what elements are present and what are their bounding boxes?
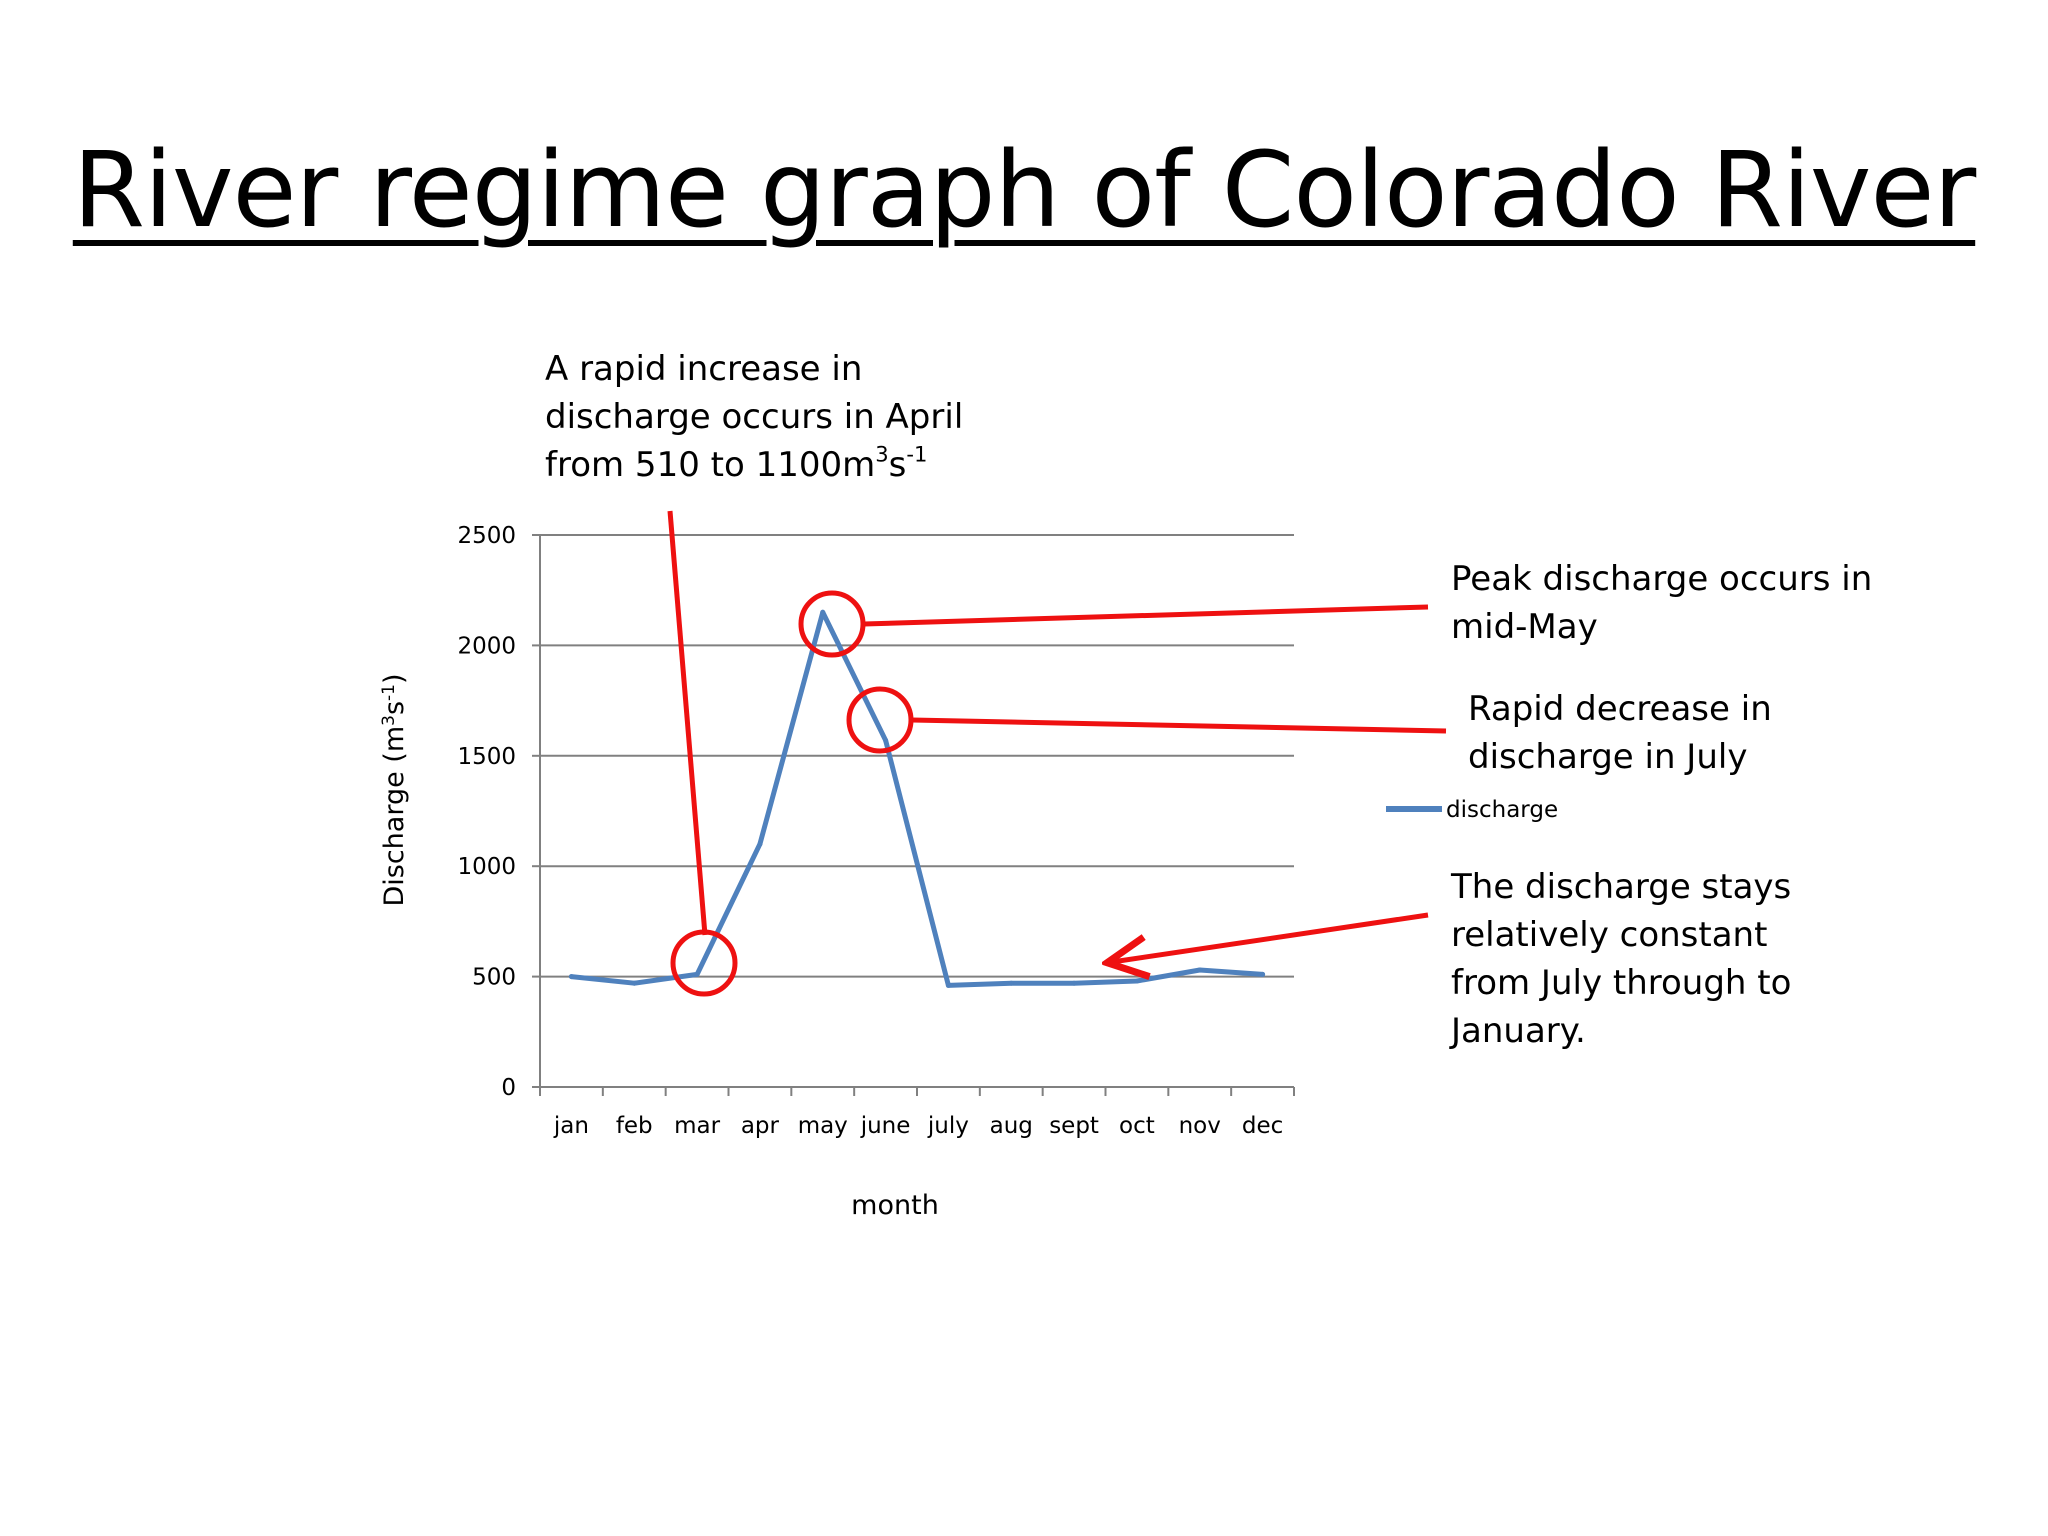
data-point-dec xyxy=(1260,971,1266,977)
x-tick-label-feb: feb xyxy=(616,1113,653,1139)
legend-label-discharge: discharge xyxy=(1446,797,1558,823)
x-tick-label-apr: apr xyxy=(741,1113,780,1139)
y-axis-title-sup-3: 3 xyxy=(379,715,399,726)
series-discharge xyxy=(568,609,1266,988)
annotation-marks xyxy=(667,510,1447,997)
annotation-april-sup-3: 3 xyxy=(875,441,889,467)
peak-pointer-line xyxy=(863,604,1429,627)
data-point-feb xyxy=(631,980,637,986)
y-axis-title-suffix: ) xyxy=(379,673,410,684)
peak-highlight-circle xyxy=(798,590,866,658)
annotation-decrease-line-1: Rapid decrease in xyxy=(1468,689,1772,729)
annotation-peak-discharge: Peak discharge occurs in mid-May xyxy=(1451,555,1872,651)
x-tick-label-mar: mar xyxy=(674,1113,720,1139)
data-point-apr xyxy=(757,841,763,847)
annotation-rapid-decrease: Rapid decrease in discharge in July xyxy=(1468,685,1772,781)
x-tick-label-dec: dec xyxy=(1242,1113,1283,1139)
y-tick-label-1000: 1000 xyxy=(457,854,516,880)
data-point-oct xyxy=(1134,978,1140,984)
gridlines xyxy=(532,534,1295,1096)
x-tick-label-june: june xyxy=(860,1113,911,1139)
series-line-discharge xyxy=(568,609,1266,988)
y-axis-title-prefix: Discharge (m xyxy=(379,726,410,907)
y-tick-label-1500: 1500 xyxy=(457,744,516,770)
annotation-april-line-2: discharge occurs in April xyxy=(545,397,964,437)
slide-title: River regime graph of Colorado River xyxy=(0,130,2048,250)
data-point-june xyxy=(883,737,889,743)
april-pointer-line xyxy=(667,510,708,936)
y-tick-label-2000: 2000 xyxy=(457,633,516,659)
constant-arrow-line xyxy=(1112,912,1429,962)
annotation-april-line-3-text: from 510 to 1100m xyxy=(545,445,876,485)
annotation-constant-line-4: January. xyxy=(1451,1011,1586,1051)
annotation-april-line-3: from 510 to 1100m3s-1 xyxy=(545,441,963,489)
x-tick-label-may: may xyxy=(798,1113,848,1139)
decrease-highlight-circle xyxy=(846,686,914,754)
y-tick-labels: 0 500 1000 1500 2000 2500 xyxy=(457,523,516,1101)
data-point-aug xyxy=(1008,980,1014,986)
data-point-sept xyxy=(1071,980,1077,986)
y-axis-title-s: s xyxy=(379,701,410,715)
april-highlight-circle xyxy=(670,929,738,997)
data-point-july xyxy=(945,982,951,988)
y-tick-label-2500: 2500 xyxy=(457,523,516,549)
annotation-april-sup-minus1: -1 xyxy=(906,441,928,467)
x-tick-labels: jan feb mar apr may june july aug sept oct nov dec xyxy=(553,1113,1283,1139)
y-tick-label-500: 500 xyxy=(472,965,516,991)
annotation-decrease-line-2: discharge in July xyxy=(1468,737,1748,777)
annotation-constant-line-2: relatively constant xyxy=(1451,915,1768,955)
data-point-may xyxy=(820,609,826,615)
y-axis-title-sup-minus1: -1 xyxy=(379,684,399,701)
annotation-april-increase: A rapid increase in discharge occurs in … xyxy=(545,345,963,489)
data-point-jan xyxy=(568,974,574,980)
annotation-april-line-1: A rapid increase in xyxy=(545,349,863,389)
y-axis-title: Discharge (m3s-1) xyxy=(379,673,410,906)
x-axis-title: month xyxy=(851,1190,939,1221)
y-tick-label-0: 0 xyxy=(501,1075,516,1101)
decrease-pointer-line xyxy=(911,717,1447,734)
x-tick-label-nov: nov xyxy=(1179,1113,1221,1139)
slide-title-text: River regime graph of Colorado River xyxy=(72,129,1976,251)
data-point-nov xyxy=(1197,967,1203,973)
x-tick-label-jan: jan xyxy=(553,1113,589,1139)
annotation-peak-line-1: Peak discharge occurs in xyxy=(1451,559,1873,599)
x-tick-label-july: july xyxy=(927,1113,969,1139)
annotation-constant-line-1: The discharge stays xyxy=(1451,867,1792,907)
axes xyxy=(539,535,1294,1088)
annotation-april-s: s xyxy=(888,445,907,485)
x-tick-label-oct: oct xyxy=(1119,1113,1155,1139)
data-point-mar xyxy=(694,971,700,977)
annotation-constant-discharge: The discharge stays relatively constant … xyxy=(1451,863,1791,1055)
x-tick-label-aug: aug xyxy=(990,1113,1033,1139)
annotation-peak-line-2: mid-May xyxy=(1451,607,1598,647)
x-tick-label-sept: sept xyxy=(1049,1113,1099,1139)
annotation-constant-line-3: from July through to xyxy=(1451,963,1792,1003)
legend: discharge xyxy=(1386,797,1558,823)
